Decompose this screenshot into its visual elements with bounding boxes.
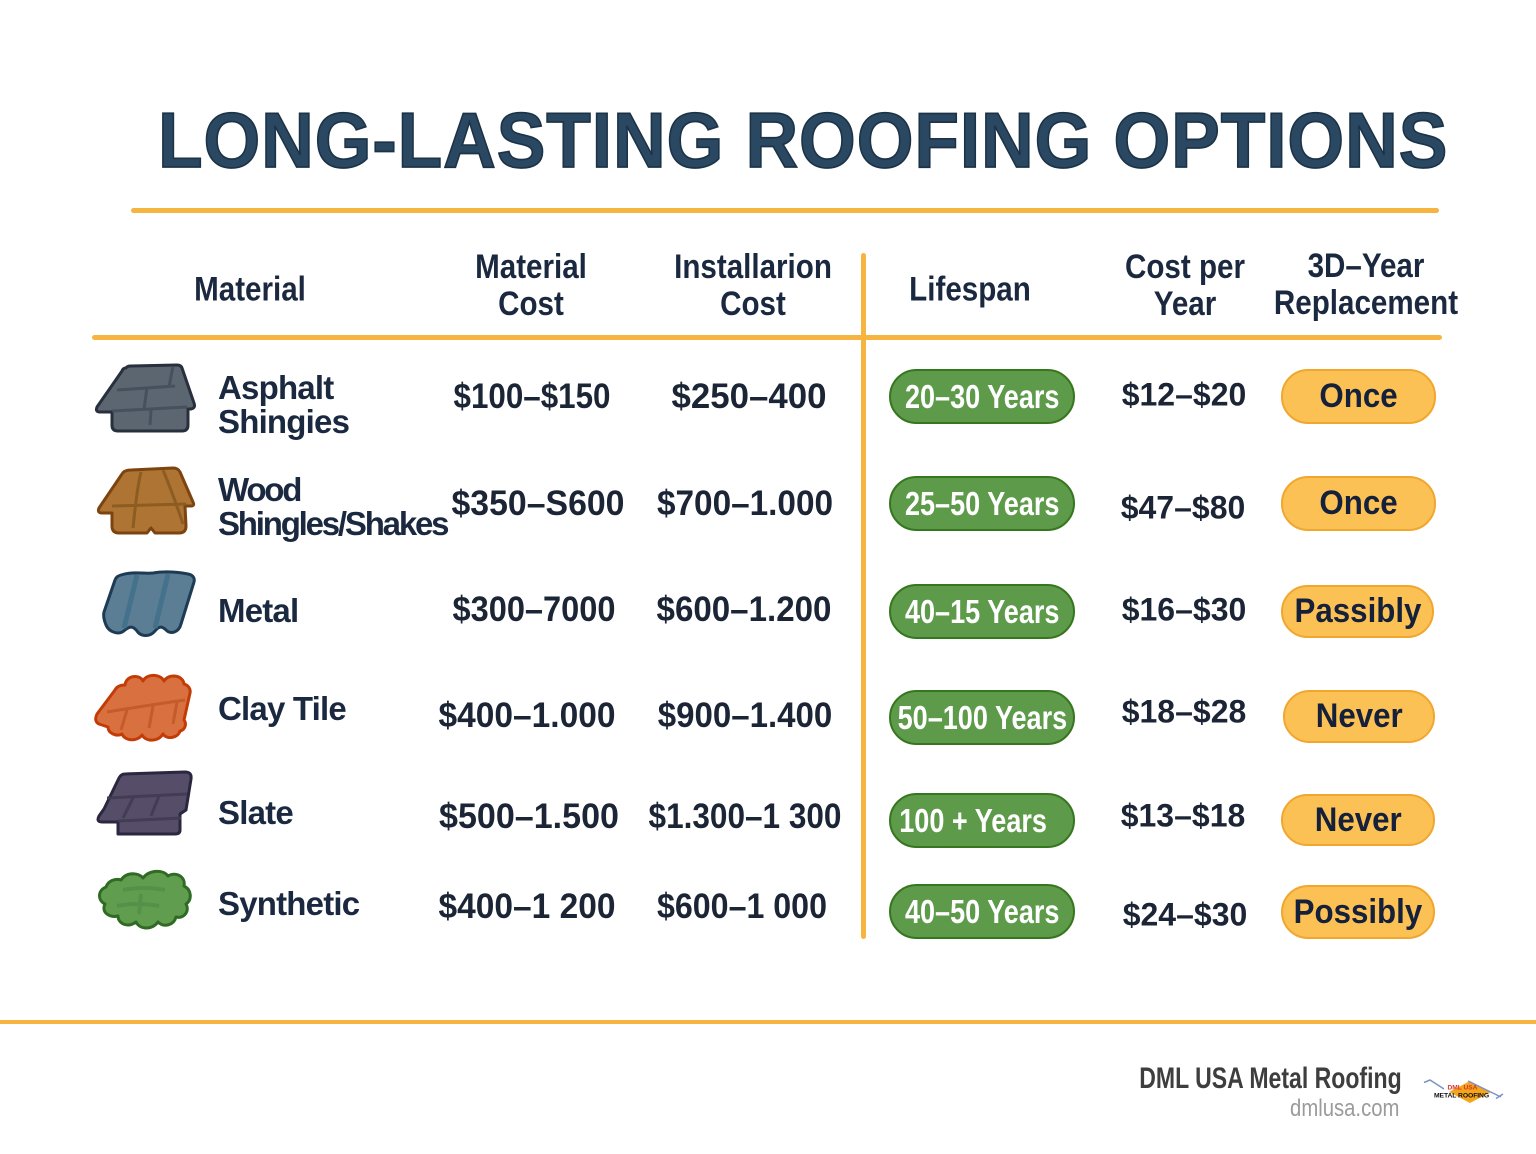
svg-text:DML USA: DML USA: [1448, 1085, 1478, 1092]
svg-text:METAL ROOFING: METAL ROOFING: [1434, 1093, 1489, 1100]
